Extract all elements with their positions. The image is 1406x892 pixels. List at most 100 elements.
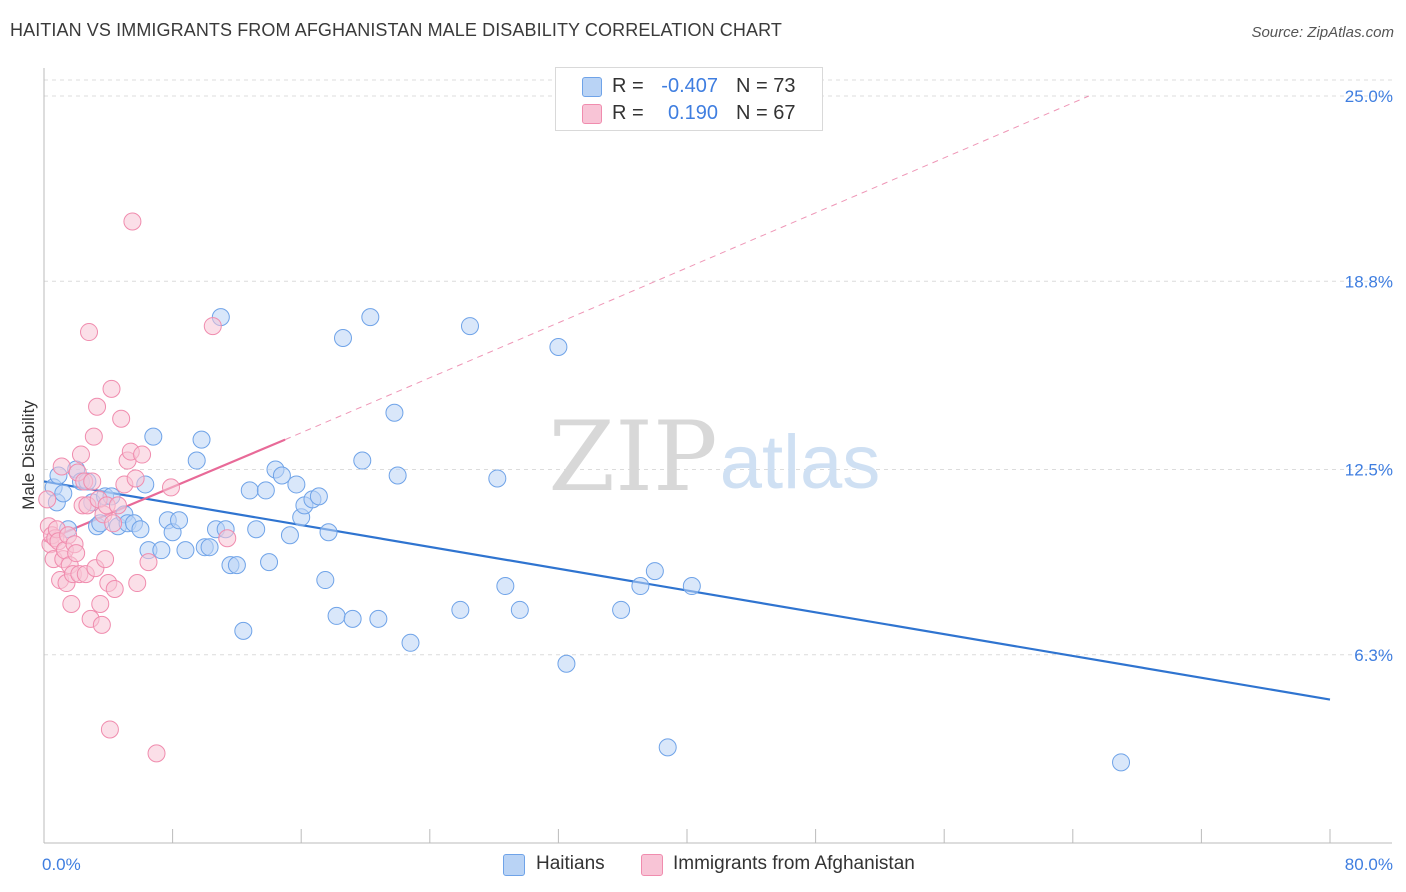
point-haitians [192,430,211,449]
point-haitians [309,487,328,506]
point-haitians [176,541,195,560]
point-haitians [280,526,299,545]
point-haitians [234,621,253,640]
point-haitians [388,466,407,485]
point-haitians [488,469,507,488]
r-label: R = [612,75,644,97]
point-haitians [451,600,470,619]
watermark-atlas: atlas [720,420,881,505]
point-afghanistan [62,594,81,613]
point-haitians [131,520,150,539]
point-haitians [658,738,677,757]
point-afghanistan [88,397,107,416]
legend-label-afghanistan: Immigrants from Afghanistan [673,853,915,874]
stats-legend: R = -0.407 N = 73 R = 0.190 N = 67 [555,67,823,131]
point-afghanistan [218,529,237,548]
y-tick-label: 25.0% [1345,87,1393,106]
y-axis-label: Male Disability [19,400,38,510]
point-haitians [496,577,515,596]
point-afghanistan [133,445,152,464]
point-afghanistan [83,472,102,491]
point-haitians [287,475,306,494]
point-haitians [612,600,631,619]
legend-swatch-haitians [582,77,602,97]
point-afghanistan [108,496,127,515]
point-afghanistan [91,594,110,613]
point-afghanistan [203,317,222,336]
n-value: N = 67 [736,102,796,124]
point-haitians [682,577,701,596]
point-haitians [227,556,246,575]
point-haitians [401,633,420,652]
x-tick-label: 0.0% [42,855,81,874]
point-afghanistan [100,720,119,739]
point-haitians [460,317,479,336]
source-label: Source: ZipAtlas.com [1251,24,1394,41]
point-haitians [631,577,650,596]
watermark-zip: ZIP [548,401,717,513]
point-haitians [240,481,259,500]
point-haitians [54,484,73,503]
point-haitians [170,511,189,530]
y-tick-label: 12.5% [1345,461,1393,480]
y-tick-label: 18.8% [1345,272,1393,291]
point-afghanistan [84,427,103,446]
point-haitians [333,329,352,348]
point-afghanistan [139,553,158,572]
point-haitians [361,308,380,327]
point-haitians [557,654,576,673]
point-afghanistan [112,409,131,428]
tick-labels: 6.3% 12.5% 18.8% 25.0% 0.0% 80.0% [42,87,1393,874]
point-haitians [319,523,338,542]
point-afghanistan [126,469,145,488]
point-haitians [549,337,568,356]
point-afghanistan [52,457,71,476]
legend-swatch-afghanistan [641,854,663,876]
point-haitians [272,466,291,485]
point-afghanistan [104,514,123,533]
legend-label-haitians: Haitians [536,853,605,874]
gridlines [44,79,1392,656]
point-afghanistan [128,574,147,593]
point-afghanistan [92,615,111,634]
point-haitians [369,609,388,628]
point-afghanistan [38,490,57,509]
point-afghanistan [105,580,124,599]
point-afghanistan [67,544,86,563]
point-afghanistan [123,212,142,231]
r-value: -0.407 [661,75,718,97]
point-afghanistan [147,744,166,763]
legend-row-haitians: R = -0.407 N = 73 [556,72,822,102]
trend-lines [43,95,1331,701]
legend-row-afghanistan: R = 0.190 N = 67 [556,99,822,129]
point-haitians [343,609,362,628]
point-afghanistan [161,478,180,497]
series-legend: Haitians Immigrants from Afghanistan [0,852,1406,878]
point-afghanistan [102,379,121,398]
point-haitians [645,562,664,581]
point-haitians [200,538,219,557]
point-afghanistan [80,323,99,342]
point-haitians [260,553,279,572]
watermark: ZIP atlas [548,401,880,513]
point-haitians [385,403,404,422]
point-haitians [353,451,372,470]
point-afghanistan [96,550,115,569]
point-haitians [187,451,206,470]
r-label: R = [612,102,644,124]
point-haitians [510,600,529,619]
point-haitians [316,571,335,590]
point-haitians [152,541,171,560]
point-haitians [144,427,163,446]
axes [43,68,1392,844]
point-haitians [327,606,346,625]
data-points [38,212,1131,772]
chart-title: HAITIAN VS IMMIGRANTS FROM AFGHANISTAN M… [10,20,782,40]
legend-swatch-haitians [503,854,525,876]
n-value: N = 73 [736,75,796,97]
legend-swatch-afghanistan [582,104,602,124]
r-value: 0.190 [667,102,718,124]
x-tick-label: 80.0% [1345,855,1393,874]
trend-line-extension [284,95,1090,441]
